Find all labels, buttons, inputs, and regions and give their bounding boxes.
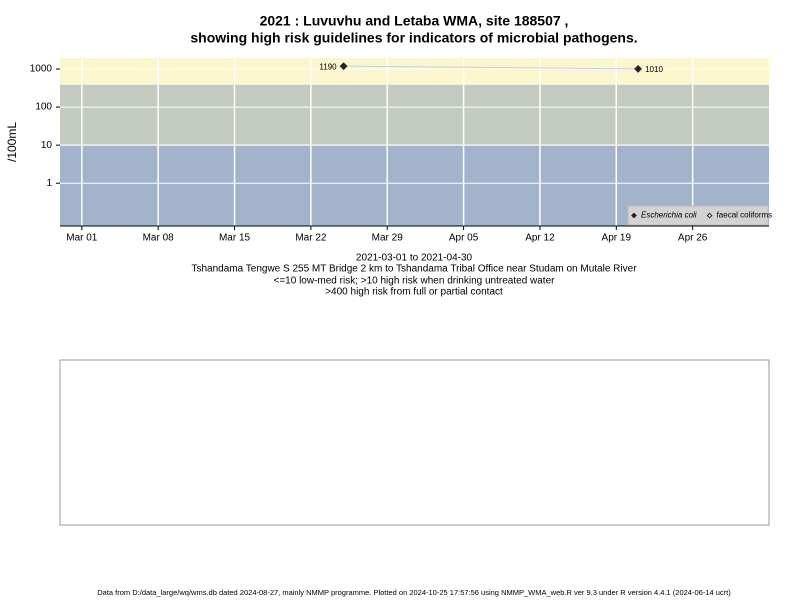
x-tick-label: Mar 08 [143, 233, 175, 244]
footer: Data from D:/data_large/wq/wms.db dated … [97, 588, 731, 597]
x-tick-label: Apr 12 [525, 233, 555, 244]
legend-marker [631, 212, 637, 219]
annotation: <=10 low-med risk; >10 high risk when dr… [274, 276, 556, 287]
y-tick-label: 1000 [30, 64, 53, 75]
x-tick-label: Apr 26 [678, 233, 708, 244]
y-axis-label: /100mL [5, 122, 19, 162]
annotation: >400 high risk from full or partial cont… [325, 287, 503, 298]
data-label: 1010 [645, 65, 663, 74]
data-label: 1190 [319, 62, 337, 71]
legend [627, 205, 769, 226]
series-line [343, 65, 639, 70]
x-tick-label: Apr 19 [602, 233, 632, 244]
risk-band [60, 58, 769, 85]
annotation: Tshandama Tengwe S 255 MT Bridge 2 km to… [191, 264, 637, 275]
y-tick-label: 100 [35, 102, 52, 113]
x-tick-label: Mar 29 [372, 233, 404, 244]
y-tick-label: 10 [41, 140, 53, 151]
legend-marker [706, 212, 713, 219]
x-tick-label: Mar 15 [219, 233, 251, 244]
legend-label: faecal coliforms [717, 211, 773, 220]
legend-label: Escherichia coli [641, 211, 697, 220]
y-tick-label: 1 [46, 178, 52, 189]
x-tick-label: Mar 01 [66, 233, 98, 244]
risk-band [60, 84, 769, 146]
chart-title: 2021 : Luvuvhu and Letaba WMA, site 1885… [260, 13, 569, 29]
x-tick-label: Mar 22 [295, 233, 327, 244]
x-tick-label: Apr 05 [449, 233, 479, 244]
chart-subtitle: showing high risk guidelines for indicat… [190, 30, 637, 46]
data-point [634, 64, 643, 73]
data-point [339, 62, 348, 71]
annotation: 2021-03-01 to 2021-04-30 [356, 253, 473, 264]
empty-panel [59, 359, 770, 526]
